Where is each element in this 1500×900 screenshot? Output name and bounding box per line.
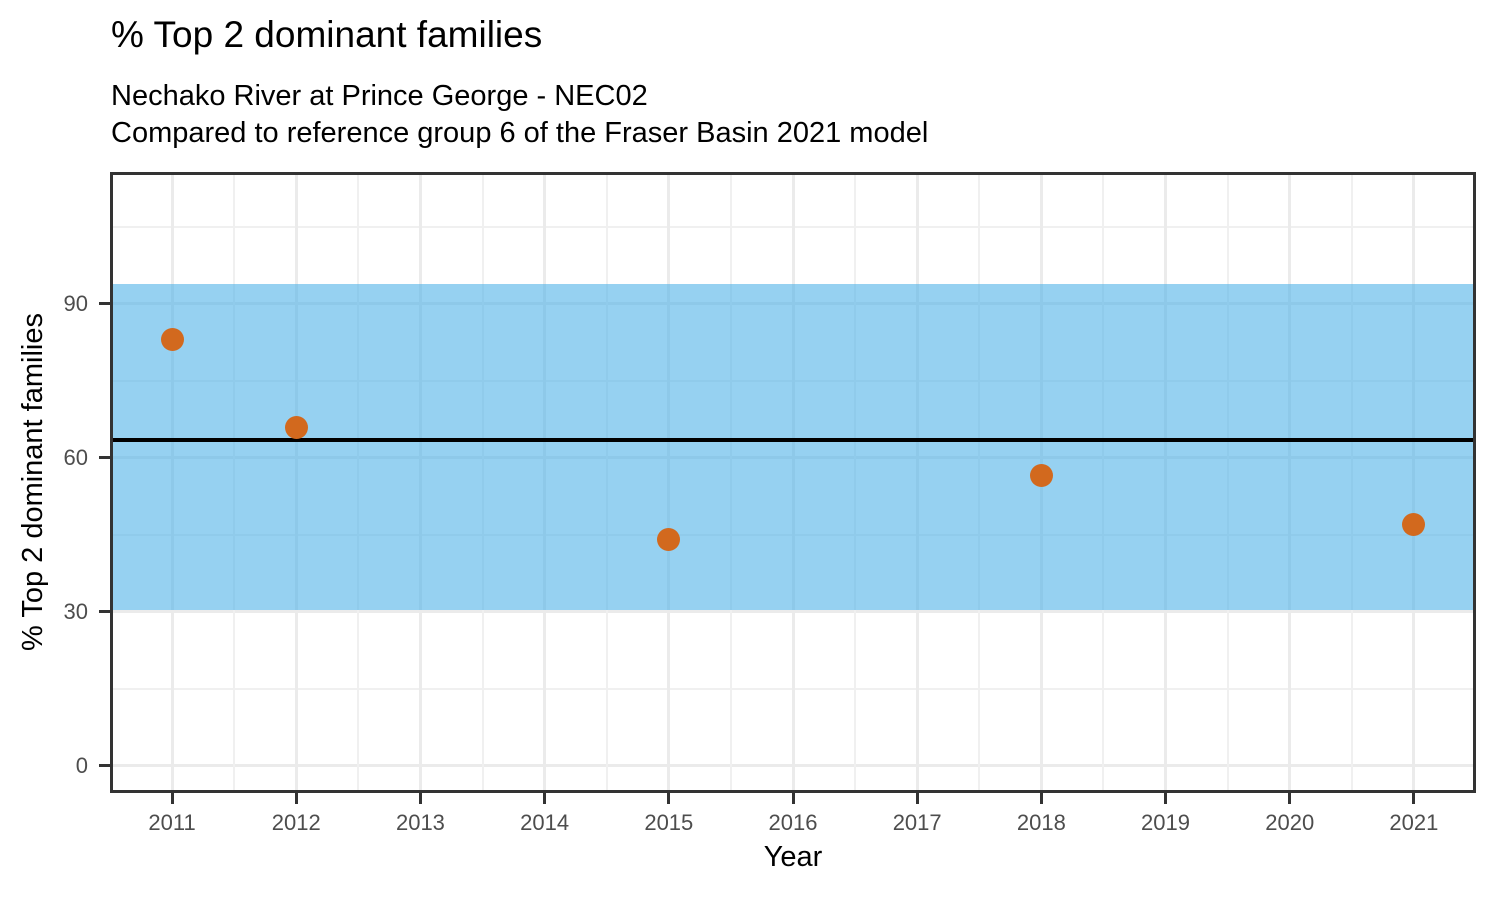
- x-tick-label: 2016: [768, 810, 818, 835]
- x-tick-label: 2013: [395, 810, 445, 835]
- x-tick-mark: [791, 793, 795, 804]
- x-tick-mark: [1164, 793, 1168, 804]
- chart-title: % Top 2 dominant families: [111, 14, 543, 55]
- reference-band: [110, 283, 1476, 610]
- y-tick-mark: [99, 764, 110, 768]
- x-tick-mark: [667, 793, 671, 804]
- x-tick-label: 2014: [520, 810, 570, 835]
- chart-subtitle-line-1: Nechako River at Prince George - NEC02: [111, 80, 648, 112]
- x-tick-label: 2021: [1389, 810, 1439, 835]
- x-tick-label: 2017: [892, 810, 942, 835]
- x-tick-label: 2020: [1265, 810, 1315, 835]
- x-tick-mark: [1039, 793, 1043, 804]
- plot-panel: [110, 172, 1476, 793]
- x-tick-mark: [543, 793, 547, 804]
- x-tick-label: 2015: [644, 810, 694, 835]
- x-tick-mark: [1288, 793, 1292, 804]
- x-tick-mark: [170, 793, 174, 804]
- x-tick-mark: [294, 793, 298, 804]
- x-tick-mark: [915, 793, 919, 804]
- x-tick-mark: [418, 793, 422, 804]
- y-tick-mark: [99, 456, 110, 460]
- x-axis-title: Year: [763, 841, 823, 873]
- data-point: [1402, 513, 1426, 537]
- data-point: [1029, 464, 1053, 488]
- y-axis-title: % Top 2 dominant families: [17, 313, 49, 652]
- x-tick-label: 2012: [271, 810, 321, 835]
- x-tick-mark: [1412, 793, 1416, 804]
- x-tick-label: 2018: [1016, 810, 1066, 835]
- y-tick-label: 90: [63, 290, 88, 316]
- y-tick-mark: [99, 610, 110, 614]
- x-tick-label: 2011: [148, 810, 196, 835]
- x-tick-label: 2019: [1141, 810, 1190, 835]
- chart-subtitle: Nechako River at Prince George - NEC02 C…: [111, 78, 928, 152]
- y-tick-mark: [99, 302, 110, 306]
- data-point: [284, 415, 308, 439]
- data-point: [160, 328, 184, 352]
- chart-subtitle-line-2: Compared to reference group 6 of the Fra…: [111, 117, 929, 149]
- y-tick-label: 60: [63, 444, 88, 470]
- data-point: [657, 528, 681, 552]
- y-tick-label: 30: [63, 598, 88, 624]
- y-tick-label: 0: [75, 752, 88, 778]
- reference-mean-line: [110, 437, 1476, 443]
